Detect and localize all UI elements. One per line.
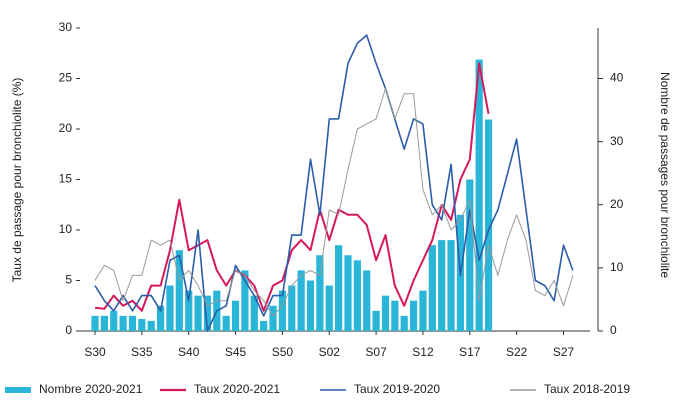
y-tick-label: 10 [59, 222, 73, 236]
y2-axis-title: Nombre de passages pour bronchiolite [658, 72, 672, 278]
y2-tick-label: 20 [610, 197, 624, 211]
bar [447, 240, 455, 331]
line [94, 88, 574, 317]
bar [335, 245, 343, 331]
line [94, 62, 490, 312]
y2-tick-label: 10 [610, 260, 624, 274]
bar [269, 305, 277, 331]
legend-label: Taux 2018-2019 [544, 382, 630, 396]
bar [391, 300, 399, 331]
bar [166, 285, 174, 331]
x-tick-label: S12 [412, 345, 434, 359]
bar [372, 310, 380, 331]
y-tick-label: 30 [59, 20, 73, 34]
legend-swatch [5, 387, 31, 393]
bar [138, 319, 146, 331]
bar [91, 315, 99, 331]
y-tick-label: 25 [59, 71, 73, 85]
x-tick-label: S27 [553, 345, 575, 359]
bar [419, 290, 427, 331]
y2-tick-label: 30 [610, 134, 624, 148]
bar [278, 290, 286, 331]
bar [475, 59, 483, 331]
x-tick-label: S22 [506, 345, 528, 359]
bar [100, 315, 108, 331]
legend-label: Taux 2020-2021 [194, 382, 280, 396]
x-tick-label: S40 [178, 345, 200, 359]
x-tick-label: S17 [459, 345, 481, 359]
bar [194, 295, 202, 331]
y2-tick-label: 0 [610, 323, 617, 337]
y-tick-label: 0 [65, 323, 72, 337]
bar [250, 295, 258, 331]
bar [325, 285, 333, 331]
bar [381, 295, 390, 331]
bar [353, 260, 361, 331]
y-tick-label: 20 [59, 121, 73, 135]
bar [428, 245, 436, 331]
legend-label: Nombre 2020-2021 [39, 382, 143, 396]
bar [484, 119, 493, 331]
bar [409, 300, 418, 331]
bar [185, 290, 193, 331]
line [94, 34, 574, 332]
y-tick-label: 15 [59, 172, 73, 186]
legend-label: Taux 2019-2020 [354, 382, 440, 396]
bar [466, 179, 474, 331]
bar [363, 270, 371, 331]
bar [306, 280, 315, 331]
x-tick-label: S07 [365, 345, 387, 359]
bar [175, 250, 183, 331]
bar [128, 315, 137, 331]
bar [297, 270, 305, 331]
x-tick-label: S02 [319, 345, 341, 359]
bar [231, 300, 240, 331]
bar [344, 255, 352, 331]
bar [438, 240, 446, 331]
bar [222, 315, 230, 331]
bar [241, 270, 249, 331]
bar [400, 315, 408, 331]
bar [119, 315, 127, 331]
x-tick-label: S35 [131, 345, 153, 359]
bar [156, 305, 165, 331]
x-tick-label: S50 [272, 345, 294, 359]
y2-tick-label: 40 [610, 71, 624, 85]
bar [203, 295, 212, 331]
bar [260, 320, 268, 331]
x-tick-label: S30 [84, 345, 106, 359]
x-tick-label: S45 [225, 345, 247, 359]
bar [288, 285, 296, 331]
bar [147, 320, 155, 331]
y-tick-label: 5 [65, 273, 72, 287]
y-axis-title: Taux de passage pour bronchiolite (%) [10, 78, 24, 283]
bar [316, 255, 324, 331]
bar [110, 310, 118, 331]
